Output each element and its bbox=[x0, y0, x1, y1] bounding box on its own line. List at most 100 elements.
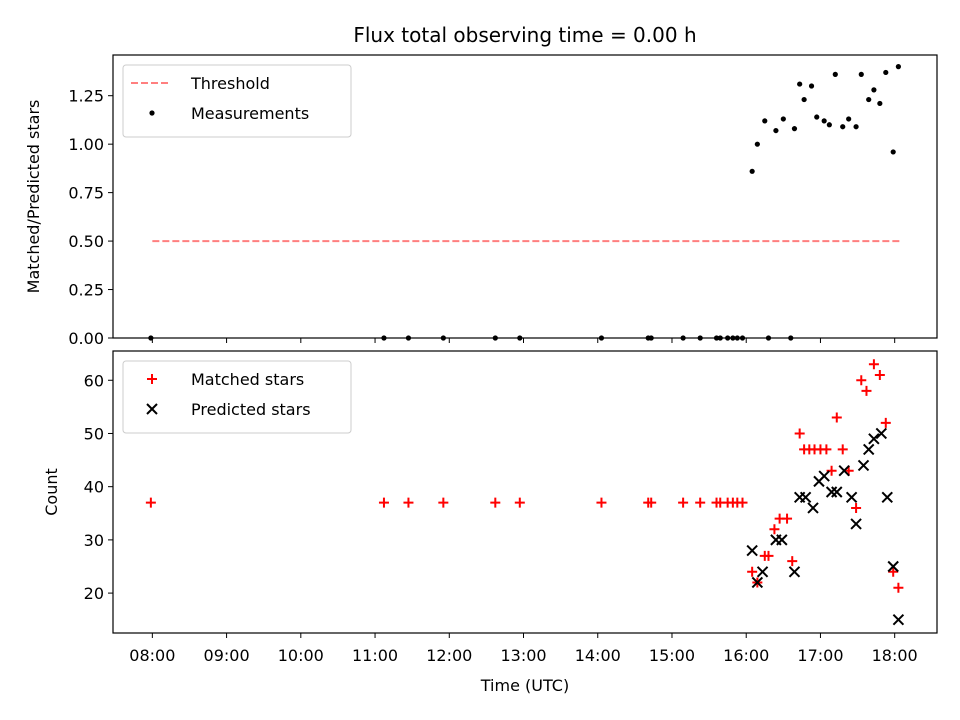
y-tick-label: 20 bbox=[84, 584, 104, 603]
measurement-point bbox=[749, 168, 755, 174]
matched-star-point bbox=[880, 417, 891, 428]
measurements-panel: 0.00 0.25 0.50 0.75 1.00 1.25 Matched/Predicte… bbox=[24, 54, 938, 348]
y-tick-label: 0.75 bbox=[68, 184, 104, 203]
measurement-point bbox=[871, 87, 877, 93]
x-tick-label: 08:00 bbox=[129, 646, 175, 665]
predicted-star-point bbox=[881, 491, 893, 504]
y-tick-label: 0.50 bbox=[68, 232, 104, 251]
x-tick-label: 16:00 bbox=[723, 646, 769, 665]
counts-panel: 08:00 09:00 10:00 11:00 12:00 13:00 14:00 15:00… bbox=[42, 350, 938, 695]
measurement-point bbox=[754, 141, 760, 147]
matched-star-point bbox=[490, 497, 501, 508]
predicted-star-point bbox=[146, 403, 158, 415]
predicted-star-point bbox=[799, 491, 812, 504]
measurement-point bbox=[832, 71, 838, 77]
y-tick-label: 0.25 bbox=[68, 281, 104, 300]
predicted-star-point bbox=[751, 576, 764, 589]
measurement-point bbox=[808, 83, 815, 89]
y-axis-label: Matched/Predicted stars bbox=[24, 100, 43, 294]
x-tick-label: 15:00 bbox=[649, 646, 695, 665]
predicted-star-point bbox=[788, 566, 801, 578]
measurement-point bbox=[821, 118, 827, 124]
x-tick-label: 11:00 bbox=[352, 646, 398, 665]
predicted-star-point bbox=[850, 518, 862, 530]
predicted-star-point bbox=[818, 470, 830, 482]
y-tick-label: 40 bbox=[84, 478, 104, 497]
legend: Matched stars Predicted stars bbox=[122, 360, 352, 434]
legend-label: Matched stars bbox=[191, 370, 304, 389]
axes-frame bbox=[112, 54, 938, 339]
y-axis-label: Count bbox=[42, 468, 61, 516]
measurement-point bbox=[853, 124, 859, 130]
matched-star-point bbox=[831, 412, 842, 423]
y-tick-label: 60 bbox=[84, 371, 104, 390]
y-tick-label: 0.00 bbox=[68, 329, 104, 348]
predicted-star-point bbox=[756, 566, 769, 578]
matched-star-point bbox=[769, 524, 780, 535]
predicted-star-point bbox=[776, 534, 788, 546]
matched-star-point bbox=[787, 556, 798, 567]
matched-star-point bbox=[747, 566, 758, 577]
x-tick-label: 13:00 bbox=[500, 646, 546, 665]
predicted-star-point bbox=[845, 491, 858, 504]
legend-label: Predicted stars bbox=[191, 400, 311, 419]
matched-star-point bbox=[646, 497, 657, 508]
matched-star-point bbox=[893, 582, 904, 593]
y-tick-label: 50 bbox=[84, 424, 104, 443]
measurement-point bbox=[797, 81, 803, 87]
x-tick-label: 10:00 bbox=[278, 646, 324, 665]
x-tick-label: 18:00 bbox=[872, 646, 918, 665]
measurement-point bbox=[826, 122, 832, 128]
matched-star-point bbox=[763, 550, 774, 561]
predicted-star-point bbox=[831, 486, 843, 498]
x-tick-label: 14:00 bbox=[575, 646, 621, 665]
legend: Threshold Measurements bbox=[122, 64, 352, 138]
predicted-star-point bbox=[868, 433, 880, 445]
matched-star-point bbox=[147, 374, 157, 384]
matched-star-point bbox=[695, 497, 706, 508]
matched-star-point bbox=[868, 359, 879, 370]
measurement-point bbox=[840, 124, 846, 130]
predicted-star-point bbox=[857, 459, 870, 472]
measurement-point bbox=[890, 149, 896, 155]
matched-star-point bbox=[438, 497, 449, 508]
matched-star-point bbox=[874, 369, 885, 380]
matched-star-point bbox=[782, 513, 793, 524]
predicted-star-point bbox=[887, 560, 899, 573]
x-tick-label: 17:00 bbox=[797, 646, 843, 665]
predicted-star-point bbox=[862, 443, 875, 456]
matched-star-point bbox=[821, 444, 832, 455]
measurement-point bbox=[762, 118, 768, 124]
predicted-star-point bbox=[746, 544, 758, 557]
y-tick-label: 1.00 bbox=[68, 135, 104, 154]
predicted-star-point bbox=[807, 502, 819, 514]
matched-star-point bbox=[837, 444, 848, 455]
matched-star-point bbox=[851, 502, 862, 513]
matched-star-point bbox=[403, 497, 414, 508]
x-tick-label: 12:00 bbox=[426, 646, 472, 665]
matched-star-point bbox=[678, 497, 689, 508]
measurement-point bbox=[846, 116, 852, 122]
y-tick-label: 1.25 bbox=[68, 87, 104, 106]
measurement-point bbox=[814, 114, 820, 120]
matched-star-point bbox=[861, 385, 872, 396]
legend-label: Measurements bbox=[191, 104, 309, 123]
measurement-point bbox=[780, 116, 786, 122]
matched-star-point bbox=[737, 497, 748, 508]
legend-box bbox=[122, 360, 352, 434]
measurement-point bbox=[877, 100, 883, 107]
matched-star-point bbox=[856, 375, 867, 386]
chart-title: Flux total observing time = 0.00 h bbox=[353, 23, 696, 47]
measurement-point bbox=[773, 127, 779, 134]
predicted-star-point bbox=[875, 427, 888, 440]
measurement-point bbox=[895, 64, 901, 70]
x-axis-label: Time (UTC) bbox=[480, 676, 569, 695]
predicted-star-point bbox=[892, 613, 905, 626]
matched-star-point bbox=[514, 497, 525, 508]
matched-star-point bbox=[145, 497, 156, 508]
matched-star-point bbox=[378, 497, 389, 508]
legend-box bbox=[122, 64, 352, 138]
predicted-star-point bbox=[838, 465, 850, 477]
axes-frame bbox=[112, 350, 938, 634]
